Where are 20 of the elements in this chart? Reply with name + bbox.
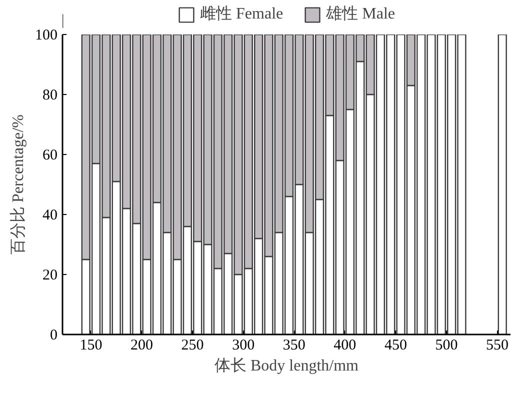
x-tick-label: 400 — [334, 338, 356, 354]
x-tick-label: 250 — [181, 338, 204, 354]
x-axis-title: 体长 Body length/mm — [214, 356, 360, 374]
x-tick-label: 300 — [232, 338, 255, 354]
y-axis-title: 百分比 Percentage/% — [9, 114, 27, 254]
x-tick-label: 350 — [282, 338, 306, 354]
y-tick-label: 100 — [35, 28, 58, 44]
y-tick-label: 0 — [50, 328, 58, 344]
legend-label: 雄性 Male — [326, 4, 395, 24]
y-tick-label: 40 — [42, 208, 58, 224]
x-tick-label: 450 — [384, 338, 407, 354]
x-tick-label: 150 — [80, 338, 102, 354]
x-tick-label: 500 — [435, 338, 458, 354]
y-tick-label: 20 — [42, 268, 58, 284]
bar — [498, 34, 507, 334]
legend-label: 雌性 Female — [200, 4, 284, 24]
y-tick-label: 80 — [42, 88, 58, 104]
y-tick-label: 60 — [42, 148, 58, 164]
x-tick-label: 200 — [130, 338, 153, 354]
x-tick-label: 550 — [486, 338, 509, 354]
